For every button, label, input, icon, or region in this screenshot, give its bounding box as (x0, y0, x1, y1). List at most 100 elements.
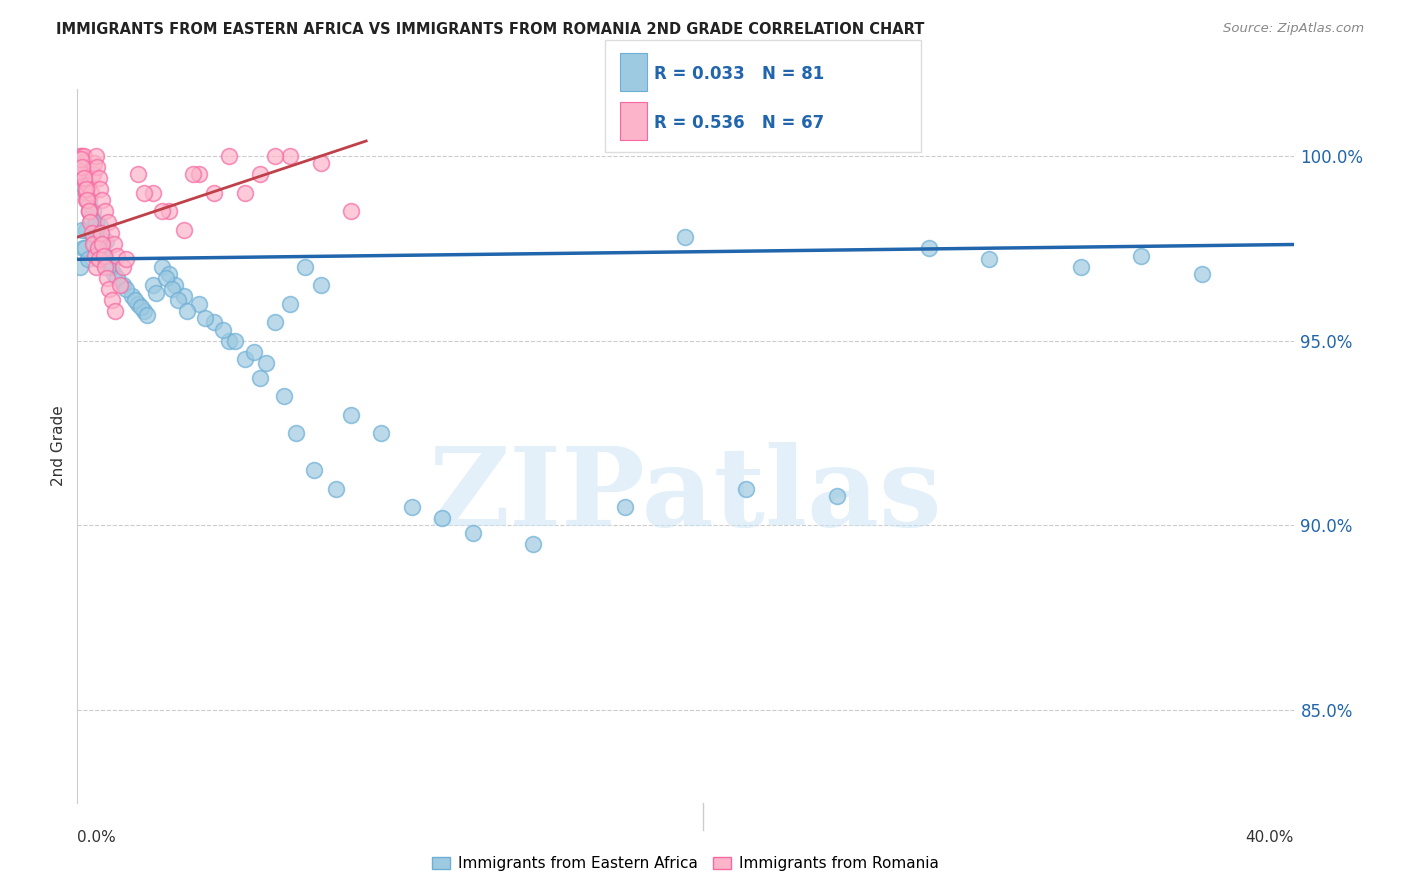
Point (84, 260, 107, 274)
Point (87, 227, 110, 241)
Point (90, 249, 112, 263)
Point (152, 260, 174, 274)
Point (86, 227, 108, 241)
Point (69, 163, 91, 178)
Point (75, 182, 97, 196)
Point (212, 322, 235, 336)
Point (401, 500, 423, 514)
Point (108, 278, 131, 293)
Point (309, 278, 332, 293)
Point (73, 241, 96, 255)
Point (1070, 260, 1092, 274)
Point (70, 153, 93, 167)
Point (136, 308, 159, 322)
Point (93, 204, 115, 219)
Point (79, 215, 101, 229)
Point (370, 425, 392, 440)
Point (73, 175, 96, 189)
Point (134, 304, 156, 318)
Text: ZIPatlas: ZIPatlas (429, 442, 942, 549)
Text: 40.0%: 40.0% (1246, 830, 1294, 845)
Point (104, 304, 127, 318)
Legend: Immigrants from Eastern Africa, Immigrants from Romania: Immigrants from Eastern Africa, Immigran… (426, 850, 945, 877)
Point (91, 237, 114, 252)
Point (163, 278, 186, 293)
Point (340, 408, 363, 422)
Point (77, 204, 100, 219)
Point (96, 270, 118, 285)
Point (432, 511, 454, 525)
Point (294, 260, 316, 274)
Point (70, 223, 93, 237)
Point (70, 160, 93, 174)
Point (93, 249, 115, 263)
Point (188, 167, 211, 181)
Point (82, 237, 104, 252)
Point (94, 260, 117, 274)
Point (160, 282, 183, 296)
Point (82, 230, 104, 244)
Point (75, 193, 97, 207)
Point (93, 249, 115, 263)
Point (340, 204, 363, 219)
Point (89, 252, 111, 267)
Point (90, 193, 112, 207)
Point (827, 489, 849, 503)
Point (77, 252, 100, 267)
Point (77, 178, 100, 193)
Point (72, 178, 94, 193)
Point (80, 227, 103, 241)
Point (285, 425, 308, 440)
Point (87, 170, 110, 185)
Point (134, 186, 156, 200)
Text: 0.0%: 0.0% (77, 830, 117, 845)
Point (224, 334, 246, 348)
Point (84, 249, 107, 263)
Point (181, 167, 204, 181)
Point (309, 156, 332, 170)
Point (97, 215, 120, 229)
Point (72, 241, 94, 255)
Point (84, 215, 107, 229)
Point (86, 160, 108, 174)
Point (69, 156, 91, 170)
Point (90, 227, 112, 241)
Point (613, 500, 636, 514)
Point (142, 186, 165, 200)
Point (115, 252, 138, 267)
Point (176, 304, 198, 318)
Point (304, 463, 326, 477)
Point (325, 482, 347, 496)
Point (97, 256, 120, 270)
Point (75, 186, 97, 200)
Point (121, 289, 143, 303)
Point (72, 156, 94, 170)
Point (98, 282, 121, 296)
Point (103, 267, 125, 281)
Point (173, 223, 195, 237)
Text: R = 0.536   N = 67: R = 0.536 N = 67 (654, 113, 824, 131)
Point (67, 167, 90, 181)
Point (75, 186, 97, 200)
Point (69, 167, 91, 181)
Point (87, 241, 110, 255)
Text: R = 0.033   N = 81: R = 0.033 N = 81 (654, 65, 824, 83)
Point (91, 244, 114, 259)
Point (82, 167, 104, 181)
Point (157, 204, 180, 219)
Point (69, 260, 91, 274)
Point (105, 270, 128, 285)
Point (218, 334, 240, 348)
Point (79, 204, 101, 219)
Point (188, 296, 211, 310)
Point (127, 296, 149, 310)
Point (1130, 249, 1153, 263)
Point (218, 149, 240, 163)
Point (101, 293, 124, 307)
Point (461, 525, 484, 540)
Point (89, 182, 111, 196)
Point (173, 289, 195, 303)
Point (273, 389, 295, 403)
Point (124, 293, 146, 307)
Point (522, 537, 544, 551)
